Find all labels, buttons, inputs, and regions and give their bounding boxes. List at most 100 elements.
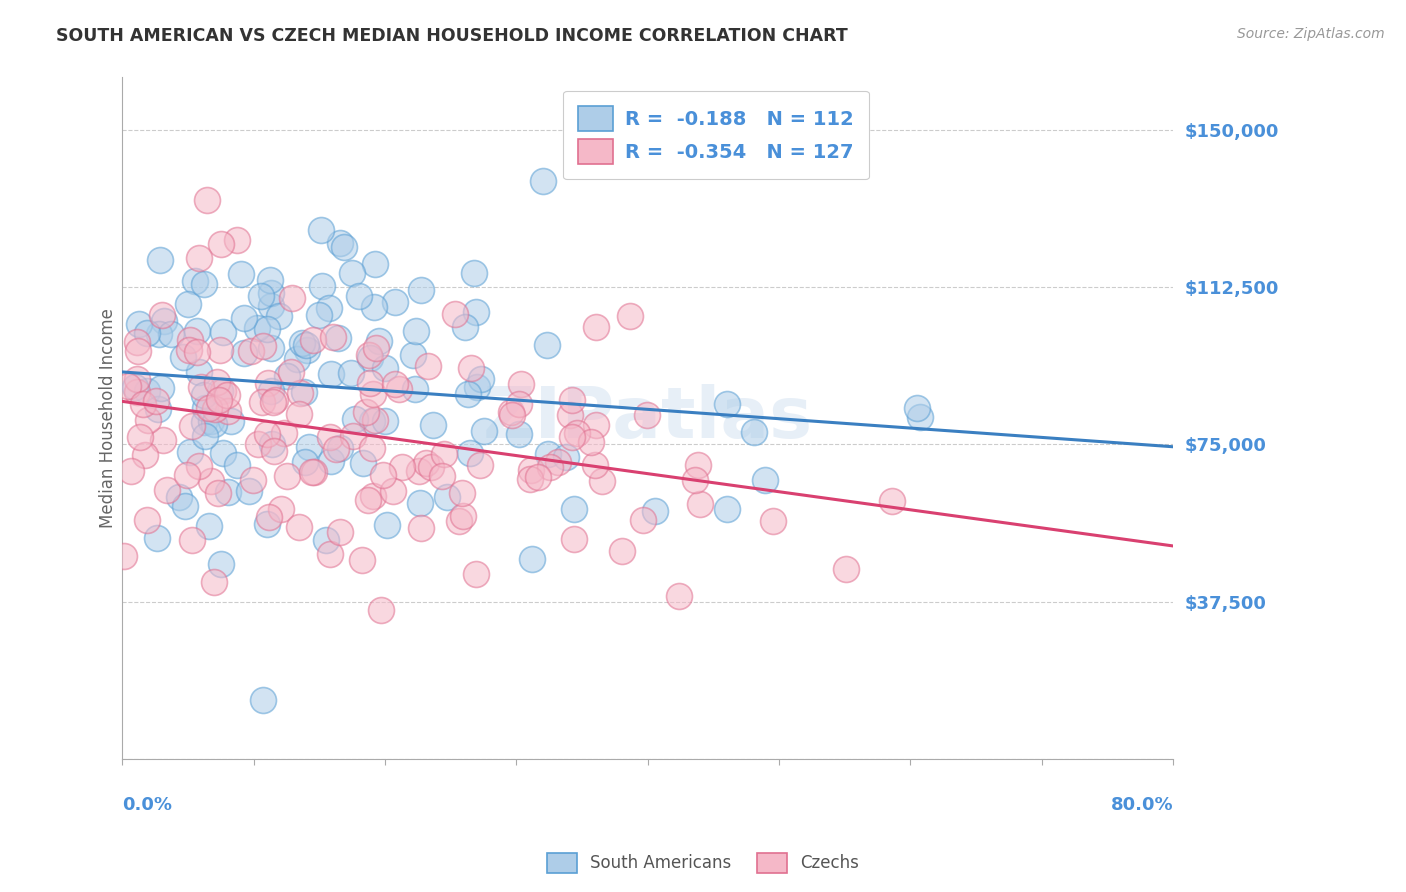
Point (259, 285, 281, 300)
Point (540, 460, 562, 475)
Point (472, 424, 495, 438)
Point (370, 603, 392, 617)
Point (260, 341, 283, 355)
Point (375, 517, 398, 532)
Point (173, 500, 195, 514)
Point (256, 322, 278, 336)
Point (193, 415, 215, 429)
Point (360, 442, 382, 456)
Point (179, 445, 201, 459)
Point (464, 567, 486, 582)
Point (364, 413, 387, 427)
Point (519, 472, 541, 486)
Point (373, 468, 395, 483)
Point (619, 309, 641, 323)
Point (197, 193, 219, 207)
Point (125, 334, 148, 349)
Point (270, 502, 292, 516)
Point (333, 239, 356, 253)
Point (458, 446, 481, 460)
Point (470, 372, 492, 386)
Point (132, 396, 155, 410)
Point (246, 321, 269, 335)
Point (198, 401, 221, 415)
Point (297, 343, 319, 358)
Point (200, 414, 222, 428)
Point (302, 465, 325, 479)
Point (384, 377, 406, 392)
Point (420, 459, 443, 474)
Point (562, 501, 585, 516)
Point (451, 486, 474, 500)
Point (352, 456, 374, 470)
Point (269, 309, 291, 323)
Point (176, 468, 198, 483)
Point (149, 381, 172, 395)
Point (232, 346, 254, 360)
Point (405, 324, 427, 338)
Text: Source: ZipAtlas.com: Source: ZipAtlas.com (1237, 27, 1385, 41)
Point (128, 318, 150, 332)
Point (411, 521, 433, 535)
Point (537, 447, 560, 461)
Point (291, 335, 314, 350)
Point (198, 519, 221, 533)
Point (233, 310, 256, 325)
Point (188, 251, 211, 265)
Legend: R =  -0.188   N = 112, R =  -0.354   N = 127: R = -0.188 N = 112, R = -0.354 N = 127 (562, 91, 869, 179)
Point (567, 426, 589, 441)
Point (247, 437, 270, 451)
Point (329, 441, 352, 455)
Point (288, 407, 311, 421)
Point (547, 455, 569, 469)
Point (363, 301, 385, 315)
Point (329, 524, 352, 539)
Point (179, 343, 201, 357)
Point (208, 393, 231, 408)
Point (301, 465, 323, 479)
Point (368, 334, 391, 349)
Point (177, 297, 200, 311)
Point (120, 464, 142, 478)
Point (167, 491, 190, 505)
Point (315, 533, 337, 547)
Point (187, 365, 209, 379)
Point (689, 497, 711, 511)
Point (256, 516, 278, 531)
Point (319, 454, 342, 468)
Point (583, 458, 606, 472)
Point (295, 338, 318, 352)
Point (257, 510, 280, 524)
Point (460, 361, 482, 376)
Point (384, 295, 406, 310)
Point (366, 341, 388, 355)
Point (259, 272, 281, 286)
Point (522, 552, 544, 566)
Point (186, 345, 208, 359)
Point (311, 279, 333, 293)
Point (226, 458, 249, 472)
Point (209, 557, 232, 571)
Point (340, 366, 363, 380)
Point (686, 458, 709, 472)
Point (340, 267, 363, 281)
Point (508, 427, 530, 442)
Point (186, 325, 208, 339)
Point (527, 470, 550, 484)
Point (250, 395, 273, 409)
Point (361, 490, 384, 504)
Point (209, 236, 232, 251)
Point (422, 418, 444, 433)
Point (319, 430, 342, 444)
Point (409, 283, 432, 297)
Point (136, 513, 159, 527)
Point (146, 401, 169, 416)
Point (508, 397, 530, 411)
Point (408, 464, 430, 478)
Point (127, 343, 149, 358)
Point (465, 305, 488, 319)
Point (250, 289, 273, 303)
Point (136, 384, 159, 399)
Point (463, 266, 485, 280)
Point (762, 515, 785, 529)
